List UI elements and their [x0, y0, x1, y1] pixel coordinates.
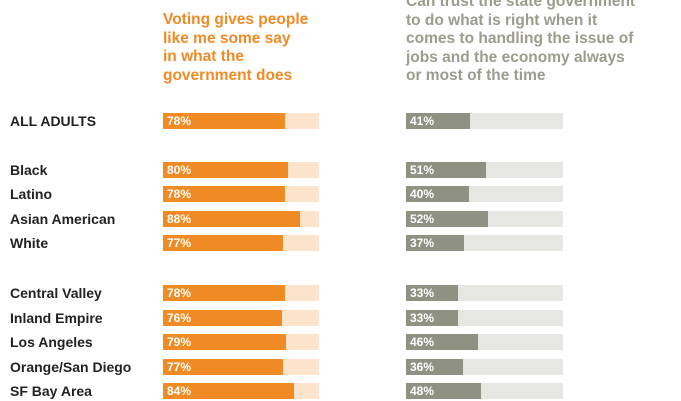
- category-label: White: [10, 235, 49, 251]
- bar-track: 46%: [406, 334, 563, 350]
- bar: [406, 310, 458, 326]
- bar: [406, 113, 470, 129]
- bar: [406, 162, 486, 178]
- column-heading-line: or most of the time: [406, 67, 546, 84]
- column-heading-line: government does: [163, 66, 293, 84]
- bar: [406, 285, 458, 301]
- bar-track: 78%: [163, 285, 319, 301]
- bar: [163, 334, 286, 350]
- data-label: 78%: [167, 187, 192, 201]
- data-label: 78%: [167, 114, 192, 128]
- bar: [163, 310, 282, 326]
- category-label: SF Bay Area: [10, 383, 92, 399]
- bar-track: 78%: [163, 113, 319, 129]
- data-label: 37%: [410, 236, 435, 250]
- column-heading-line: like me some say: [163, 29, 291, 47]
- bar-track: 77%: [163, 235, 319, 251]
- category-label: Los Angeles: [10, 334, 93, 350]
- category-label: Black: [10, 162, 48, 178]
- data-label: 48%: [410, 384, 435, 398]
- column-heading-line: in what the: [163, 48, 244, 65]
- bar-track: 48%: [406, 383, 563, 399]
- bar-track: 78%: [163, 186, 319, 202]
- data-label: 84%: [167, 384, 192, 398]
- bar: [406, 359, 463, 375]
- category-label: Inland Empire: [10, 310, 103, 326]
- bar-track: 77%: [163, 359, 319, 375]
- bar-track: 41%: [406, 113, 563, 129]
- data-label: 77%: [167, 360, 192, 374]
- bar: [406, 186, 469, 202]
- bar: [406, 235, 464, 251]
- bar: [163, 186, 285, 202]
- data-label: 33%: [410, 311, 435, 325]
- bar: [163, 383, 294, 399]
- column-heading-line: comes to handling the issue of: [406, 30, 634, 47]
- bar-track: 36%: [406, 359, 563, 375]
- bar: [406, 383, 481, 399]
- data-label: 52%: [410, 212, 435, 226]
- column-heading-line: jobs and the economy always: [406, 48, 625, 66]
- bar: [406, 334, 478, 350]
- bar: [163, 285, 285, 301]
- column-heading-line: Can trust the state government: [406, 0, 636, 10]
- data-label: 76%: [167, 311, 192, 325]
- data-label: 46%: [410, 335, 435, 349]
- data-label: 41%: [410, 114, 435, 128]
- bar: [163, 113, 285, 129]
- bar-track: 80%: [163, 162, 319, 178]
- bar: [163, 359, 283, 375]
- data-label: 77%: [167, 236, 192, 250]
- bar-track: 51%: [406, 162, 563, 178]
- bar-track: 84%: [163, 383, 319, 399]
- bar-track: 88%: [163, 211, 319, 227]
- data-label: 51%: [410, 163, 435, 177]
- bar-track: 76%: [163, 310, 319, 326]
- column-heading-line: to do what is right when it: [406, 11, 598, 29]
- category-label: Latino: [10, 186, 52, 202]
- category-label: Asian American: [10, 211, 116, 227]
- data-label: 40%: [410, 187, 435, 201]
- bar-track: 52%: [406, 211, 563, 227]
- bar: [163, 211, 300, 227]
- column-heading-trust: Can trust the state government to do what…: [406, 0, 681, 86]
- bar-track: 37%: [406, 235, 563, 251]
- bar: [163, 162, 288, 178]
- column-heading-voting: Voting gives people like me some say in wh…: [163, 11, 353, 85]
- data-label: 80%: [167, 163, 192, 177]
- bar-track: 33%: [406, 285, 563, 301]
- category-label: ALL ADULTS: [10, 113, 97, 129]
- bar-track: 79%: [163, 334, 319, 350]
- data-label: 88%: [167, 212, 192, 226]
- data-label: 33%: [410, 286, 435, 300]
- bar: [163, 235, 283, 251]
- category-label: Orange/San Diego: [10, 359, 132, 375]
- data-label: 78%: [167, 286, 192, 300]
- bar: [406, 211, 488, 227]
- bar-track: 40%: [406, 186, 563, 202]
- bar-track: 33%: [406, 310, 563, 326]
- column-heading-line: Voting gives people: [163, 11, 309, 28]
- category-label: Central Valley: [10, 285, 102, 301]
- data-label: 36%: [410, 360, 435, 374]
- data-label: 79%: [167, 335, 192, 349]
